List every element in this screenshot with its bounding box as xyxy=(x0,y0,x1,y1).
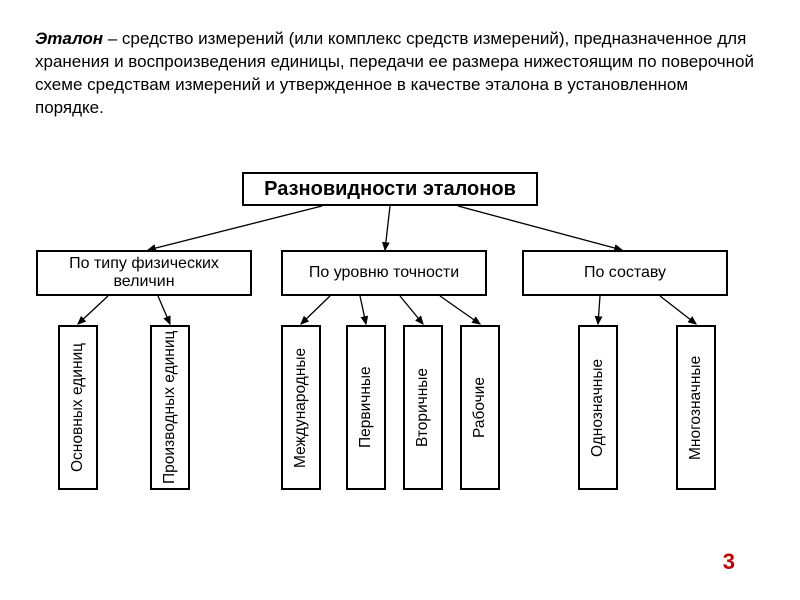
leaf-box-4: Первичные xyxy=(346,325,386,490)
leaf-label: Однозначные xyxy=(589,358,607,456)
leaf-box-6: Рабочие xyxy=(460,325,500,490)
leaf-box-3: Международные xyxy=(281,325,321,490)
definition-body: средство измерений (или комплекс средств… xyxy=(35,29,754,117)
leaf-label: Вторичные xyxy=(414,368,432,447)
page-number: 3 xyxy=(723,549,735,575)
definition-dash: – xyxy=(103,29,122,48)
category-label: По составу xyxy=(584,264,666,282)
diagram-root: Разновидности эталонов xyxy=(242,172,538,206)
category-label: По уровню точности xyxy=(309,264,459,282)
category-box-1: По типу физических величин xyxy=(36,250,252,296)
definition-term: Эталон xyxy=(35,29,103,48)
category-label: По типу физических величин xyxy=(44,255,244,291)
leaf-label: Рабочие xyxy=(471,377,489,438)
category-box-3: По составу xyxy=(522,250,728,296)
leaf-box-1: Основных единиц xyxy=(58,325,98,490)
leaf-label: Первичные xyxy=(357,367,375,449)
diagram-root-label: Разновидности эталонов xyxy=(264,178,516,201)
category-box-2: По уровню точности xyxy=(281,250,487,296)
leaf-label: Международные xyxy=(292,347,310,467)
leaf-box-7: Однозначные xyxy=(578,325,618,490)
leaf-label: Производных единиц xyxy=(161,331,179,484)
leaf-label: Многозначные xyxy=(687,355,705,459)
leaf-box-2: Производных единиц xyxy=(150,325,190,490)
leaf-box-5: Вторичные xyxy=(403,325,443,490)
leaf-box-8: Многозначные xyxy=(676,325,716,490)
leaf-label: Основных единиц xyxy=(69,343,87,472)
definition-paragraph: Эталон – средство измерений (или комплек… xyxy=(35,28,755,120)
